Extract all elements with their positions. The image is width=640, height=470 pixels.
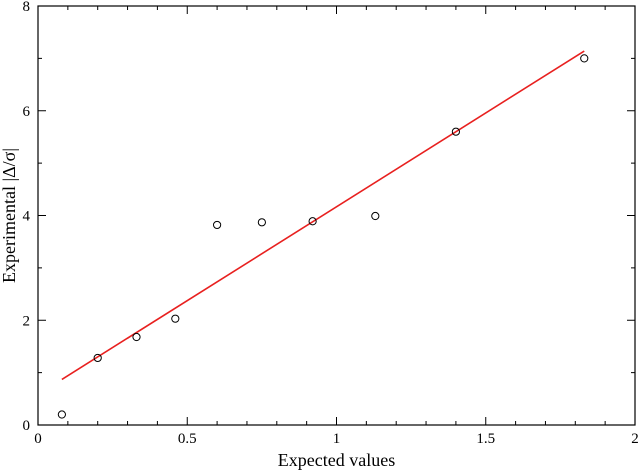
data-point: [371, 211, 380, 221]
x-tick-label: 2: [631, 431, 639, 447]
data-point: [57, 410, 66, 419]
data-point: [257, 218, 266, 227]
data-point: [451, 127, 460, 136]
ticks-layer: [37, 5, 636, 426]
plot-frame: [37, 5, 636, 426]
x-tick-label: 1: [333, 431, 341, 447]
data-point: [308, 217, 317, 226]
y-axis-label: Experimental |Δ/σ|: [0, 148, 19, 283]
x-tick-label: 0: [34, 431, 42, 447]
fit-line: [61, 50, 585, 381]
x-tick-label: 0.5: [178, 431, 197, 447]
y-tick-label: 2: [23, 313, 31, 329]
data-point: [580, 54, 589, 63]
y-tick-label: 8: [23, 0, 31, 15]
y-tick-label: 4: [23, 209, 31, 225]
data-point: [213, 220, 222, 230]
y-tick-label: 0: [23, 418, 31, 434]
fit-line-layer: [61, 50, 585, 381]
y-tick-label: 6: [23, 104, 31, 120]
data-point: [132, 332, 141, 342]
points-layer: [57, 54, 589, 419]
data-point: [171, 314, 180, 323]
x-axis-label: Expected values: [278, 450, 395, 470]
tick-labels-layer: 0 0.5 1 1.5 2 0 2 4 6 8: [23, 0, 639, 447]
x-tick-label: 1.5: [476, 431, 495, 447]
data-point: [93, 353, 102, 363]
